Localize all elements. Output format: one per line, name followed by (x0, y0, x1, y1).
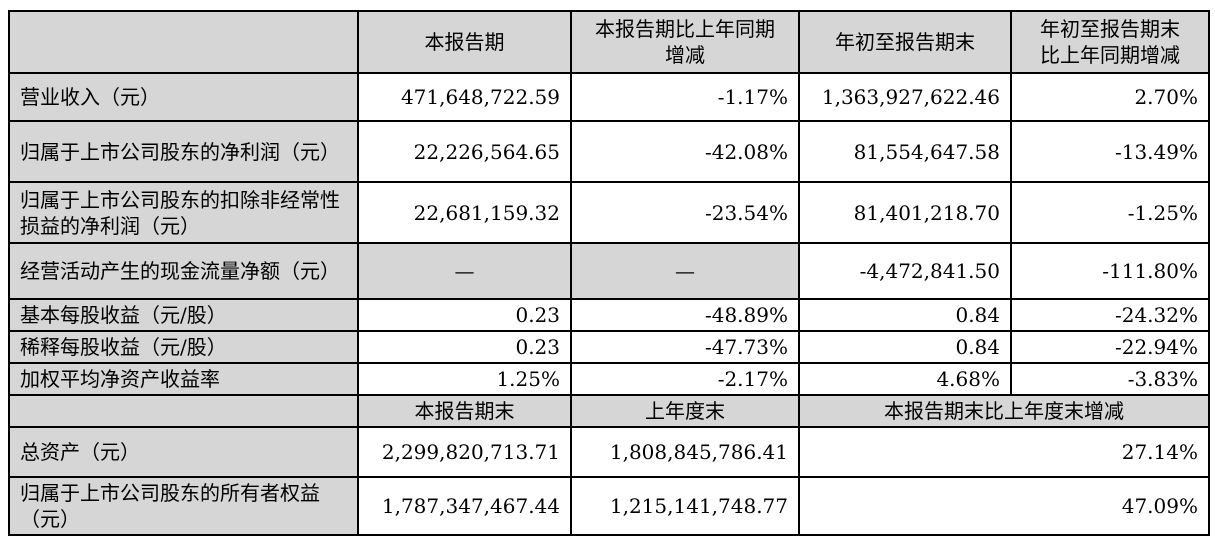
cell-ytd: 4.68% (798, 362, 1012, 396)
cell-prev-year-end: 1,808,845,786.41 (570, 426, 800, 478)
cell-ytd: 81,554,647.58 (798, 120, 1012, 183)
table-row-total-assets: 总资产（元） 2,299,820,713.71 1,808,845,786.41… (8, 426, 1210, 478)
corner-cell (8, 394, 359, 428)
cell-current-yoy: -42.08% (570, 120, 800, 183)
row-label: 营业收入（元） (8, 72, 359, 122)
col-header-period-end-vs-prev: 本报告期末比上年度末增减 (798, 394, 1210, 428)
row-label: 加权平均净资产收益率 (8, 362, 359, 396)
financial-summary-table: 本报告期 本报告期比上年同期 增减 年初至报告期末 年初至报告期末 比上年同期增… (8, 10, 1210, 536)
cell-current-yoy-dash: — (570, 242, 800, 300)
balance-header-row: 本报告期末 上年度末 本报告期末比上年度末增减 (8, 394, 1210, 428)
row-label: 基本每股收益（元/股） (8, 298, 359, 332)
cell-ytd-yoy: -22.94% (1010, 330, 1210, 364)
table-row-basic-eps: 基本每股收益（元/股） 0.23 -48.89% 0.84 -24.32% (8, 298, 1210, 332)
cell-current: 0.23 (357, 330, 572, 364)
col-header-current-period: 本报告期 (357, 10, 572, 74)
cell-current-dash: — (357, 242, 572, 300)
table-row-net-profit: 归属于上市公司股东的净利润（元） 22,226,564.65 -42.08% 8… (8, 120, 1210, 183)
table-row-operating-cash-flow: 经营活动产生的现金流量净额（元） — — -4,472,841.50 -111.… (8, 242, 1210, 300)
col-header-ytd: 年初至报告期末 (798, 10, 1012, 74)
period-header-row: 本报告期 本报告期比上年同期 增减 年初至报告期末 年初至报告期末 比上年同期增… (8, 10, 1210, 74)
row-label: 经营活动产生的现金流量净额（元） (8, 242, 359, 300)
cell-current: 1.25% (357, 362, 572, 396)
cell-current: 471,648,722.59 (357, 72, 572, 122)
col-header-current-period-yoy: 本报告期比上年同期 增减 (570, 10, 800, 74)
row-label: 稀释每股收益（元/股） (8, 330, 359, 364)
col-header-prev-year-end: 上年度末 (570, 394, 800, 428)
cell-current-yoy: -1.17% (570, 72, 800, 122)
cell-ytd: 1,363,927,622.46 (798, 72, 1012, 122)
cell-ytd: 0.84 (798, 298, 1012, 332)
cell-ytd-yoy: -111.80% (1010, 242, 1210, 300)
cell-period-end: 1,787,347,467.44 (357, 476, 572, 536)
cell-ytd: -4,472,841.50 (798, 242, 1012, 300)
corner-cell (8, 10, 359, 74)
table-row-weighted-avg-roe: 加权平均净资产收益率 1.25% -2.17% 4.68% -3.83% (8, 362, 1210, 396)
cell-period-end: 2,299,820,713.71 (357, 426, 572, 478)
table-row-revenue: 营业收入（元） 471,648,722.59 -1.17% 1,363,927,… (8, 72, 1210, 122)
cell-ytd: 0.84 (798, 330, 1012, 364)
cell-current-yoy: -47.73% (570, 330, 800, 364)
cell-current: 22,681,159.32 (357, 181, 572, 244)
cell-ytd-yoy: 2.70% (1010, 72, 1210, 122)
row-label: 归属于上市公司股东的所有者权益（元） (8, 476, 359, 536)
row-label: 总资产（元） (8, 426, 359, 478)
cell-ytd-yoy: -13.49% (1010, 120, 1210, 183)
cell-ytd-yoy: -24.32% (1010, 298, 1210, 332)
row-label: 归属于上市公司股东的扣除非经常性损益的净利润（元） (8, 181, 359, 244)
cell-current-yoy: -48.89% (570, 298, 800, 332)
cell-change: 47.09% (798, 476, 1210, 536)
cell-ytd-yoy: -1.25% (1010, 181, 1210, 244)
cell-change: 27.14% (798, 426, 1210, 478)
cell-ytd: 81,401,218.70 (798, 181, 1012, 244)
cell-ytd-yoy: -3.83% (1010, 362, 1210, 396)
row-label: 归属于上市公司股东的净利润（元） (8, 120, 359, 183)
table-row-shareholders-equity: 归属于上市公司股东的所有者权益（元） 1,787,347,467.44 1,21… (8, 476, 1210, 536)
cell-current: 0.23 (357, 298, 572, 332)
col-header-period-end: 本报告期末 (357, 394, 572, 428)
cell-current-yoy: -2.17% (570, 362, 800, 396)
table-row-diluted-eps: 稀释每股收益（元/股） 0.23 -47.73% 0.84 -22.94% (8, 330, 1210, 364)
cell-prev-year-end: 1,215,141,748.77 (570, 476, 800, 536)
cell-current-yoy: -23.54% (570, 181, 800, 244)
col-header-ytd-yoy: 年初至报告期末 比上年同期增减 (1010, 10, 1210, 74)
table-row-net-profit-excl-nonrecurring: 归属于上市公司股东的扣除非经常性损益的净利润（元） 22,681,159.32 … (8, 181, 1210, 244)
cell-current: 22,226,564.65 (357, 120, 572, 183)
